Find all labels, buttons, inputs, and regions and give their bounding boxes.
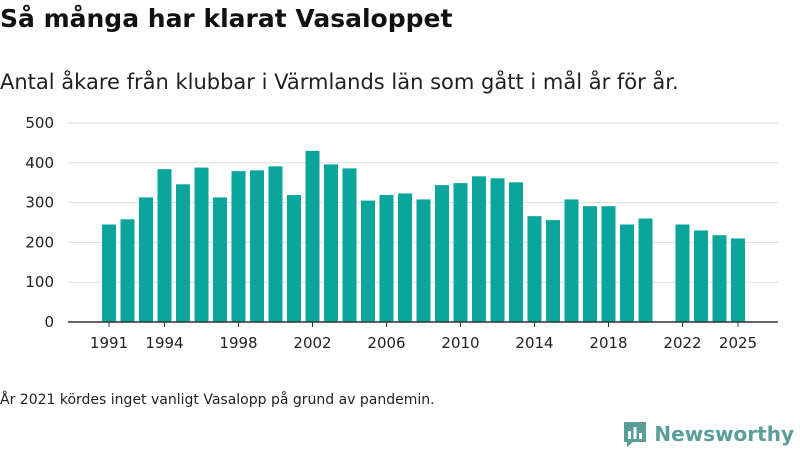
bar-2020: [638, 218, 653, 322]
bar-2019: [620, 224, 634, 322]
bar-2006: [379, 195, 394, 322]
x-tick-label-2022: 2022: [663, 334, 701, 352]
bar-2008: [416, 199, 431, 322]
bar-1992: [120, 219, 135, 322]
x-tick-label-2006: 2006: [367, 334, 405, 352]
y-tick-label-400: 400: [25, 154, 54, 172]
y-tick-label-200: 200: [25, 233, 54, 251]
x-tick-label-2010: 2010: [441, 334, 479, 352]
bar-1991: [102, 224, 116, 322]
bar-2007: [398, 193, 412, 322]
x-tick-label-2014: 2014: [515, 334, 553, 352]
bar-2024: [712, 235, 727, 322]
bar-2010: [453, 183, 468, 322]
bar-2017: [583, 206, 597, 322]
bar-1994: [157, 169, 172, 322]
bar-2015: [546, 220, 560, 322]
bar-2001: [287, 195, 301, 322]
bar-2025: [731, 238, 745, 322]
bar-2014: [527, 216, 542, 322]
bar-2022: [675, 224, 690, 322]
bar-1997: [213, 197, 227, 322]
bar-2016: [564, 199, 579, 322]
y-tick-label-100: 100: [25, 273, 54, 291]
y-tick-label-0: 0: [44, 313, 54, 331]
bar-2023: [694, 230, 708, 322]
y-tick-label-500: 500: [25, 114, 54, 132]
bar-2000: [268, 166, 283, 322]
x-tick-label-1998: 1998: [219, 334, 257, 352]
bar-2005: [361, 200, 375, 322]
brand-name: Newsworthy: [654, 422, 794, 446]
y-tick-label-300: 300: [25, 194, 54, 212]
x-tick-label-2002: 2002: [293, 334, 331, 352]
bar-1999: [250, 170, 264, 322]
bar-2013: [509, 182, 523, 322]
bar-2011: [472, 176, 486, 322]
bar-2004: [342, 168, 357, 322]
bar-1998: [231, 171, 246, 322]
chart-subtitle: Antal åkare från klubbar i Värmlands län…: [0, 70, 679, 94]
x-tick-label-1994: 1994: [145, 334, 183, 352]
bar-2012: [490, 178, 505, 322]
bar-2018: [601, 206, 616, 322]
chart-title: Så många har klarat Vasaloppet: [0, 4, 453, 33]
bar-2002: [305, 150, 320, 322]
x-axis-ticks: 1991 1994 1998 2002 2006 2010 2014 2018 2022 2025: [90, 322, 757, 352]
bar-1993: [139, 197, 153, 322]
bar-chart: 0 100 200 300 400 500 1991 1994 1998 2002 2006 201…: [25, 114, 778, 352]
footnote: År 2021 kördes inget vanligt Vasalopp på…: [0, 392, 435, 408]
bar-1996: [194, 167, 209, 322]
bar-1995: [176, 184, 190, 322]
bars: [102, 150, 745, 322]
bar-2009: [435, 185, 449, 322]
x-tick-label-1991: 1991: [90, 334, 128, 352]
bar-2003: [324, 164, 338, 322]
x-tick-label-2025: 2025: [719, 334, 757, 352]
y-axis-labels: 0 100 200 300 400 500: [25, 114, 54, 331]
newsworthy-logo-icon: [624, 422, 647, 447]
x-tick-label-2018: 2018: [589, 334, 627, 352]
brand-logo: Newsworthy: [622, 420, 794, 448]
